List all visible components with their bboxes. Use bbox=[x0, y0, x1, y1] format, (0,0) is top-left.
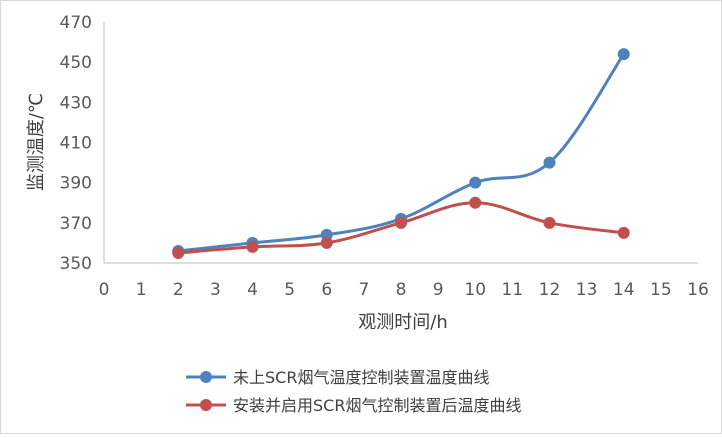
x-tick-label: 5 bbox=[284, 280, 295, 300]
x-tick-label: 11 bbox=[502, 280, 524, 300]
x-tick-label: 9 bbox=[433, 280, 444, 300]
x-tick-label: 1 bbox=[136, 280, 147, 300]
x-tick-label: 15 bbox=[650, 280, 672, 300]
data-point-series-1 bbox=[617, 48, 630, 61]
x-tick-label: 16 bbox=[687, 280, 709, 300]
x-tick-labels: 0 1 2 3 4 5 6 7 8 9 10 11 12 13 14 15 16 bbox=[99, 280, 709, 300]
data-point-series-2 bbox=[395, 216, 407, 229]
y-tick-label: 390 bbox=[60, 174, 92, 194]
x-tick-label: 14 bbox=[613, 280, 635, 300]
legend-label: 安装并启用SCR烟气控制装置后温度曲线 bbox=[233, 396, 521, 415]
x-tick-label: 13 bbox=[576, 280, 598, 300]
y-tick-label: 370 bbox=[60, 214, 92, 234]
data-point-series-2 bbox=[172, 246, 185, 259]
x-tick-label: 3 bbox=[210, 280, 221, 300]
legend-swatch-marker bbox=[200, 399, 212, 411]
x-tick-label: 10 bbox=[464, 280, 486, 300]
series-layer bbox=[172, 48, 630, 259]
y-tick-label: 350 bbox=[60, 254, 92, 274]
legend-label: 未上SCR烟气温度控制装置温度曲线 bbox=[233, 368, 489, 387]
y-tick-label: 450 bbox=[60, 53, 92, 73]
data-point-series-2 bbox=[543, 216, 556, 229]
y-tick-label: 470 bbox=[60, 13, 92, 33]
y-axis-title: 监测温度/℃ bbox=[26, 93, 47, 191]
x-tick-label: 2 bbox=[173, 280, 184, 300]
x-tick-label: 6 bbox=[321, 280, 332, 300]
legend-swatch-marker bbox=[200, 371, 212, 383]
y-tick-label: 430 bbox=[60, 93, 92, 113]
x-tick-label: 7 bbox=[358, 280, 369, 300]
data-point-series-2 bbox=[617, 226, 630, 239]
legend-item-2: 安装并启用SCR烟气控制装置后温度曲线 bbox=[186, 396, 521, 415]
data-point-series-2 bbox=[246, 240, 259, 253]
y-tick-label: 410 bbox=[60, 134, 92, 154]
y-tick-labels: 350 370 390 410 430 450 470 bbox=[60, 13, 92, 274]
series-2 bbox=[172, 196, 630, 259]
x-tick-label: 0 bbox=[99, 280, 110, 300]
x-tick-label: 4 bbox=[247, 280, 258, 300]
data-point-series-1 bbox=[543, 156, 556, 169]
x-axis-title: 观测时间/h bbox=[358, 312, 447, 333]
data-point-series-2 bbox=[469, 196, 482, 209]
x-tick-label: 12 bbox=[539, 280, 561, 300]
legend-item-1: 未上SCR烟气温度控制装置温度曲线 bbox=[186, 368, 489, 387]
data-point-series-1 bbox=[469, 176, 482, 189]
data-point-series-2 bbox=[320, 236, 333, 249]
x-tick-label: 8 bbox=[396, 280, 407, 300]
